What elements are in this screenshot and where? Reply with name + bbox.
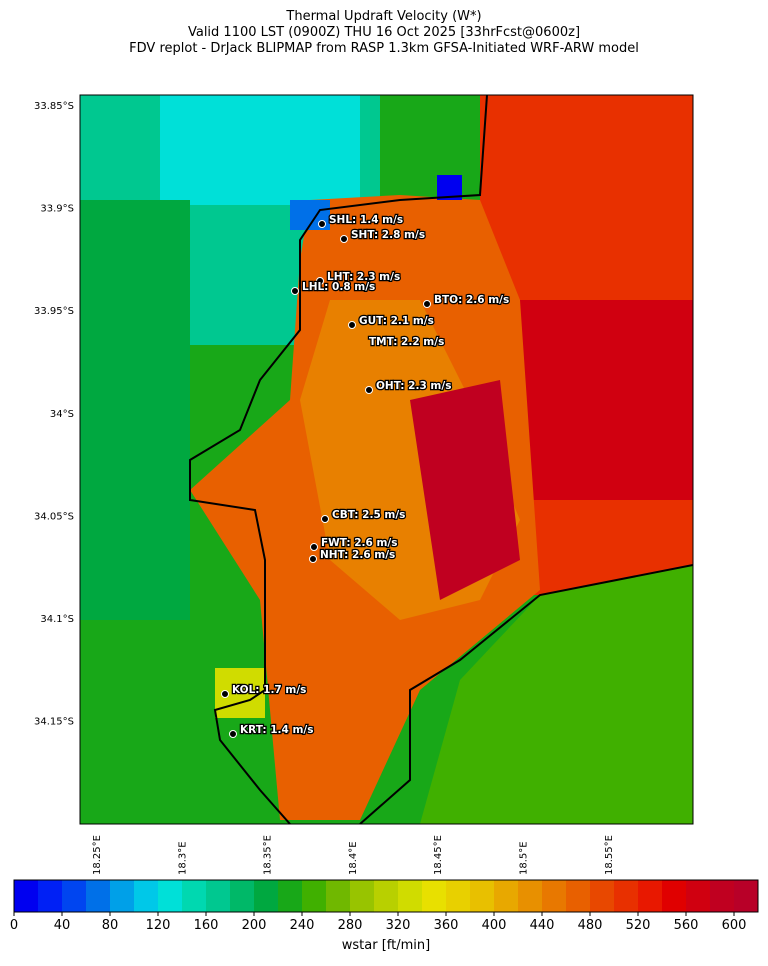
lat-label: 34.05°S [34,511,74,522]
station-label: KRT: 1.4 m/s [240,724,313,736]
colorbar-tick-label: 440 [530,918,555,933]
colorbar-cell [326,880,351,912]
station-dot [321,515,329,523]
colorbar-cell [446,880,471,912]
colorbar-tick-label: 360 [434,918,459,933]
colorbar-cell [278,880,303,912]
station-label: SHT: 2.8 m/s [351,229,425,241]
colorbar-tick-label: 400 [482,918,507,933]
title: Thermal Updraft Velocity (W*) Valid 1100… [129,9,639,56]
lon-label: 18.3°E [177,841,188,875]
station-dot [316,277,324,285]
colorbar-tick-label: 560 [674,918,699,933]
colorbar-cell [638,880,663,912]
lon-label: 18.25°E [92,835,103,875]
lat-label: 34.15°S [34,717,74,728]
colorbar-cell [302,880,327,912]
colorbar-cell [662,880,687,912]
colorbar-tick-label: 240 [290,918,315,933]
colorbar-cell [686,880,711,912]
colorbar-cell [86,880,111,912]
station-dot [348,321,356,329]
station-dot [309,555,317,563]
station-label: NHT: 2.6 m/s [320,549,395,561]
colorbar-tick-label: 40 [54,918,71,933]
station-dot [310,543,318,551]
station-label: BTO: 2.6 m/s [434,294,509,306]
station-label: LHL: 0.8 m/s [302,281,375,293]
station-dot [365,386,373,394]
stations: SHL: 1.4 m/s SHT: 2.8 m/s LHT: 2.3 m/sLHL:… [221,213,510,738]
colorbar-cell [134,880,159,912]
lat-label: 34°S [50,409,74,420]
colorbar-cell [398,880,423,912]
colorbar-cell [14,880,39,912]
colorbar-frame [13,879,759,913]
colorbar-tick-label: 80 [102,918,119,933]
station-label: TMT: 2.2 m/s [369,336,444,348]
colorbar-cell [350,880,375,912]
station-label: CBT: 2.5 m/s [332,509,405,521]
map-field [80,95,693,824]
lat-label: 33.85°S [34,101,74,112]
lat-labels: 33.85°S 33.9°S 33.95°S 34°S 34.05°S 34.1°S 34.… [34,101,74,728]
colorbar-cell [470,880,495,912]
colorbar-tick-label: 600 [722,918,747,933]
colorbar-cell [206,880,231,912]
colorbar-label: wstar [ft/min] [342,938,430,953]
colorbar-cell [158,880,183,912]
colorbar-cell [494,880,519,912]
station-label: FWT: 2.6 m/s [321,537,397,549]
title-line: FDV replot - DrJack BLIPMAP from RASP 1.… [129,41,639,56]
lon-label: 18.35°E [263,835,274,875]
colorbar-tick-label: 0 [10,918,18,933]
colorbar-cell [254,880,279,912]
lon-label: 18.4°E [348,841,359,875]
colorbar-cell [182,880,207,912]
lon-label: 18.5°E [519,841,530,875]
station-dot [221,690,229,698]
colorbar-cell [710,880,735,912]
colorbar-cell [734,880,759,912]
lat-label: 34.1°S [40,614,74,625]
station-label: OHT: 2.3 m/s [376,380,451,392]
colorbar-cell [38,880,63,912]
colorbar-cell [422,880,447,912]
colorbar-tick-label: 200 [242,918,267,933]
lon-label: 18.55°E [604,835,615,875]
colorbar-cell [62,880,87,912]
colorbar-cell [590,880,615,912]
colorbar-cell [110,880,135,912]
colorbar-cell [566,880,591,912]
station-dot [291,287,299,295]
station-label: SHL: 1.4 m/s [329,214,403,226]
colorbar-tick-label: 320 [386,918,411,933]
title-line: Thermal Updraft Velocity (W*) [285,9,481,24]
station-dot [340,235,348,243]
colorbar: 0 40 80 120 160 200 240 280 320 360 400 440 480 520 56… [10,879,759,933]
lon-label: 18.45°E [433,835,444,875]
lon-labels: 18.25°E 18.3°E 18.35°E 18.4°E 18.45°E 18.5°E 1… [92,835,615,875]
colorbar-cell [518,880,543,912]
station-label: GUT: 2.1 m/s [359,315,434,327]
colorbar-cell [230,880,255,912]
lat-label: 33.9°S [40,204,74,215]
colorbar-tick-label: 120 [146,918,171,933]
colorbar-cell [614,880,639,912]
map-frame [79,94,694,825]
station-label: KOL: 1.7 m/s [232,684,306,696]
station-dot [229,730,237,738]
lat-label: 33.95°S [34,306,74,317]
colorbar-tick-label: 480 [578,918,603,933]
colorbar-cell [374,880,399,912]
colorbar-cell [542,880,567,912]
station-dot [318,220,326,228]
station-label: LHT: 2.3 m/s [327,271,400,283]
colorbar-tick-label: 520 [626,918,651,933]
station-dot [423,300,431,308]
colorbar-tick-label: 280 [338,918,363,933]
colorbar-tick-label: 160 [194,918,219,933]
title-line: Valid 1100 LST (0900Z) THU 16 Oct 2025 [… [188,25,580,40]
